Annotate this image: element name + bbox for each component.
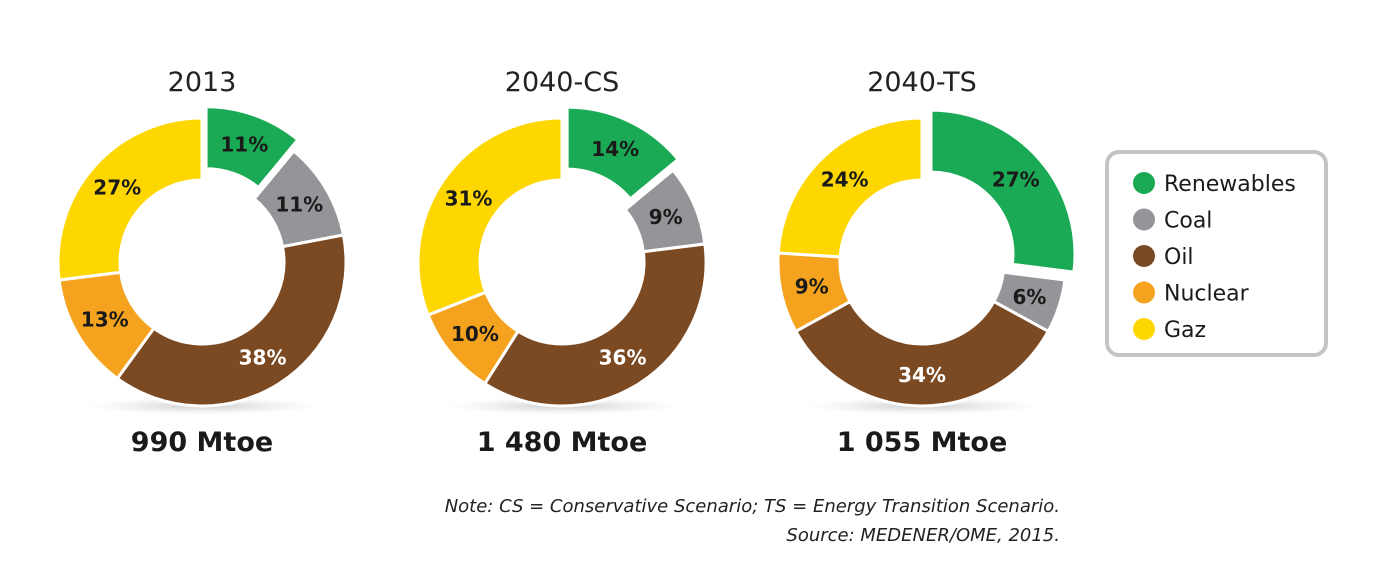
chart-title: 2013 (168, 67, 237, 98)
chart-total: 990 Mtoe (131, 427, 273, 458)
donut-chart-2040-cs: 2040-CS 14% 9% 36% 10% 31% 1 480 Mtoe (416, 67, 708, 458)
legend-label: Renewables (1164, 172, 1296, 197)
legend-item-nuclear: Nuclear (1133, 281, 1250, 307)
legend-label: Gaz (1164, 318, 1206, 343)
legend-swatch (1133, 318, 1155, 340)
scenario-note: Note: CS = Conservative Scenario; TS = E… (444, 496, 1060, 517)
donut-chart-2040-ts: 2040-TS 27% 6% 34% 9% 24% 1 055 Mtoe (776, 67, 1077, 458)
donut-charts: 2013 11% 11% 38% 13% 27% 990 Mtoe 2040-CS 14% 9% 3… (56, 67, 1077, 458)
slice-label-oil: 38% (239, 345, 287, 369)
slice-label-nuclear: 10% (451, 322, 499, 346)
slice-renewables (565, 105, 681, 201)
slice-label-nuclear: 9% (795, 275, 829, 299)
slice-label-coal: 9% (649, 205, 683, 229)
slice-renewables (204, 105, 300, 190)
legend-swatch (1133, 208, 1155, 231)
legend-item-gaz: Gaz (1133, 318, 1206, 343)
slice-label-oil: 36% (599, 345, 647, 369)
slice-gaz (56, 116, 204, 282)
legend-label: Coal (1164, 209, 1212, 234)
legend-swatch (1133, 245, 1155, 267)
slice-oil (115, 233, 348, 408)
slice-label-coal: 6% (1012, 285, 1046, 309)
legend: Renewables Coal Oil Nuclear Gaz (1105, 150, 1328, 357)
slice-oil (793, 299, 1051, 408)
slice-label-renewables: 11% (220, 132, 268, 156)
slice-label-gaz: 27% (93, 175, 141, 199)
slice-oil (482, 242, 708, 408)
legend-item-oil: Oil (1133, 245, 1194, 270)
slice-label-gaz: 31% (445, 186, 493, 210)
slice-label-gaz: 24% (821, 168, 869, 192)
legend-item-renewables: Renewables (1133, 172, 1296, 197)
slice-label-nuclear: 13% (81, 308, 129, 332)
source-note: Source: MEDENER/OME, 2015. (786, 525, 1060, 546)
slice-label-renewables: 14% (591, 137, 639, 161)
slice-renewables (929, 108, 1077, 274)
slice-gaz (776, 116, 924, 259)
chart-total: 1 055 Mtoe (837, 427, 1008, 458)
legend-item-coal: Coal (1133, 208, 1212, 234)
legend-swatch (1133, 172, 1155, 194)
slice-label-renewables: 27% (992, 167, 1040, 191)
legend-label: Oil (1164, 245, 1194, 270)
chart-title: 2040-TS (867, 67, 977, 98)
legend-box (1105, 150, 1328, 357)
chart-title: 2040-CS (505, 67, 619, 98)
slice-gaz (416, 116, 564, 317)
chart-notes: Note: CS = Conservative Scenario; TS = E… (445, 492, 1060, 550)
legend-label: Nuclear (1164, 282, 1250, 307)
legend-swatch (1133, 281, 1155, 304)
slice-label-coal: 11% (275, 192, 323, 216)
chart-total: 1 480 Mtoe (477, 427, 648, 458)
slice-label-oil: 34% (898, 363, 946, 387)
donut-chart-2013: 2013 11% 11% 38% 13% 27% 990 Mtoe (56, 67, 348, 458)
